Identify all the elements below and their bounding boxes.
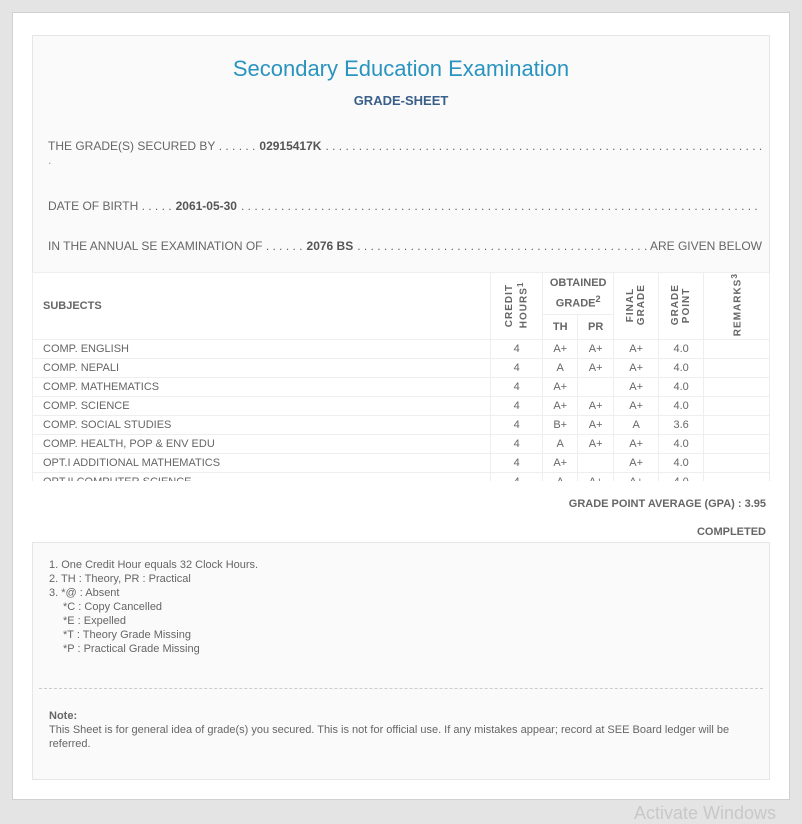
cell-subject: COMP. NEPALI bbox=[31, 358, 492, 379]
cell-pr bbox=[577, 453, 615, 474]
result-status: COMPLETED bbox=[696, 526, 766, 538]
cell-subject: COMP. ENGLISH bbox=[31, 339, 492, 360]
header-final-grade: FINAL GRADE bbox=[613, 271, 660, 341]
cell-th: A+ bbox=[542, 396, 579, 417]
cell-remarks bbox=[703, 453, 770, 474]
header-obtained-grade: OBTAINED GRADE2 bbox=[542, 271, 615, 316]
cell-point: 4.0 bbox=[658, 434, 705, 455]
footnote: *C : Copy Cancelled bbox=[63, 601, 163, 613]
footnotes: 1. One Credit Hour equals 32 Clock Hours… bbox=[49, 558, 258, 656]
cell-final: A+ bbox=[613, 358, 660, 379]
table-row: COMP. MATHEMATICS 4 A+ A+ 4.0 bbox=[31, 377, 770, 398]
cell-pr: A+ bbox=[577, 434, 615, 455]
cell-pr: A+ bbox=[577, 339, 615, 360]
secured-by-line: THE GRADE(S) SECURED BY . . . . . . 02915… bbox=[48, 139, 762, 153]
cell-th: A bbox=[542, 434, 579, 455]
footnote: 2. TH : Theory, PR : Practical bbox=[49, 573, 191, 585]
table-row: COMP. SCIENCE 4 A+ A+ A+ 4.0 bbox=[31, 396, 770, 417]
cell-credit: 4 bbox=[490, 415, 544, 436]
cell-final: A bbox=[613, 415, 660, 436]
exam-suffix: ARE GIVEN BELOW bbox=[649, 239, 762, 253]
cell-credit: 4 bbox=[490, 377, 544, 398]
table-row: OPT.I ADDITIONAL MATHEMATICS 4 A+ A+ 4.0 bbox=[31, 453, 770, 474]
table-row: COMP. NEPALI 4 A A+ A+ 4.0 bbox=[31, 358, 770, 379]
cell-remarks bbox=[703, 434, 770, 455]
cell-point: 4.0 bbox=[658, 377, 705, 398]
cell-point: 4.0 bbox=[658, 339, 705, 360]
cell-final: A+ bbox=[613, 453, 660, 474]
cell-subject: COMP. HEALTH, POP & ENV EDU bbox=[31, 434, 492, 455]
gpa: GRADE POINT AVERAGE (GPA) : 3.95 bbox=[568, 498, 766, 510]
table-row: COMP. HEALTH, POP & ENV EDU 4 A A+ A+ 4.0 bbox=[31, 434, 770, 455]
note: Note: This Sheet is for general idea of … bbox=[49, 709, 739, 751]
note-text: This Sheet is for general idea of grade(… bbox=[49, 724, 730, 750]
cell-credit: 4 bbox=[490, 453, 544, 474]
footnote: *P : Practical Grade Missing bbox=[63, 643, 200, 655]
cell-final: A+ bbox=[613, 434, 660, 455]
cell-final: A+ bbox=[613, 377, 660, 398]
cell-subject: COMP. MATHEMATICS bbox=[31, 377, 492, 398]
symbol-number: 02915417K bbox=[259, 139, 322, 153]
cell-th: A+ bbox=[542, 377, 579, 398]
footnote: 3. *@ : Absent bbox=[49, 587, 120, 599]
header-pr: PR bbox=[577, 314, 615, 341]
cell-point: 3.6 bbox=[658, 415, 705, 436]
dot-wrap: . bbox=[48, 153, 52, 167]
grades-table: SUBJECTS CREDIT HOURS1 OBTAINED GRADE2 F… bbox=[31, 271, 770, 493]
exam-year: 2076 BS bbox=[306, 239, 354, 253]
note-label: Note: bbox=[49, 710, 78, 722]
exam-line: IN THE ANNUAL SE EXAMINATION OF . . . . … bbox=[48, 239, 762, 253]
cell-credit: 4 bbox=[490, 339, 544, 360]
header-remarks: REMARKS3 bbox=[703, 271, 770, 341]
summary-band bbox=[32, 481, 770, 543]
cell-pr: A+ bbox=[577, 358, 615, 379]
header-grade-point: GRADE POINT bbox=[658, 271, 705, 341]
cell-pr bbox=[577, 377, 615, 398]
footnote: *E : Expelled bbox=[63, 615, 126, 627]
exam-label: IN THE ANNUAL SE EXAMINATION OF bbox=[48, 239, 263, 253]
footnote: *T : Theory Grade Missing bbox=[63, 629, 191, 641]
cell-th: A+ bbox=[542, 453, 579, 474]
cell-subject: COMP. SOCIAL STUDIES bbox=[31, 415, 492, 436]
dob-label: DATE OF BIRTH bbox=[48, 199, 139, 213]
cell-point: 4.0 bbox=[658, 358, 705, 379]
footnote: 1. One Credit Hour equals 32 Clock Hours… bbox=[49, 559, 259, 571]
windows-watermark: Activate Windows bbox=[634, 803, 777, 823]
cell-th: A bbox=[542, 358, 579, 379]
dob-value: 2061-05-30 bbox=[175, 199, 237, 213]
table-row: COMP. ENGLISH 4 A+ A+ A+ 4.0 bbox=[31, 339, 770, 360]
cell-point: 4.0 bbox=[658, 396, 705, 417]
cell-subject: COMP. SCIENCE bbox=[31, 396, 492, 417]
cell-pr: A+ bbox=[577, 415, 615, 436]
cell-th: A+ bbox=[542, 339, 579, 360]
header-credit-hours: CREDIT HOURS1 bbox=[490, 271, 544, 341]
page-subtitle: GRADE-SHEET bbox=[353, 93, 449, 108]
cell-point: 4.0 bbox=[658, 453, 705, 474]
cell-remarks bbox=[703, 415, 770, 436]
cell-credit: 4 bbox=[490, 434, 544, 455]
header-th: TH bbox=[542, 314, 579, 341]
grade-sheet: Secondary Education Examination GRADE-SH… bbox=[31, 35, 770, 780]
cell-th: B+ bbox=[542, 415, 579, 436]
dob-line: DATE OF BIRTH . . . . . 2061-05-30 bbox=[48, 199, 762, 213]
cell-remarks bbox=[703, 339, 770, 360]
cell-remarks bbox=[703, 396, 770, 417]
cell-pr: A+ bbox=[577, 396, 615, 417]
divider bbox=[39, 688, 763, 689]
cell-remarks bbox=[703, 377, 770, 398]
cell-final: A+ bbox=[613, 339, 660, 360]
table-row: COMP. SOCIAL STUDIES 4 B+ A+ A 3.6 bbox=[31, 415, 770, 436]
cell-final: A+ bbox=[613, 396, 660, 417]
cell-credit: 4 bbox=[490, 358, 544, 379]
cell-credit: 4 bbox=[490, 396, 544, 417]
header-subjects: SUBJECTS bbox=[31, 271, 492, 341]
page-title: Secondary Education Examination bbox=[232, 56, 570, 81]
cell-remarks bbox=[703, 358, 770, 379]
cell-subject: OPT.I ADDITIONAL MATHEMATICS bbox=[31, 453, 492, 474]
secured-by-label: THE GRADE(S) SECURED BY bbox=[48, 139, 216, 153]
